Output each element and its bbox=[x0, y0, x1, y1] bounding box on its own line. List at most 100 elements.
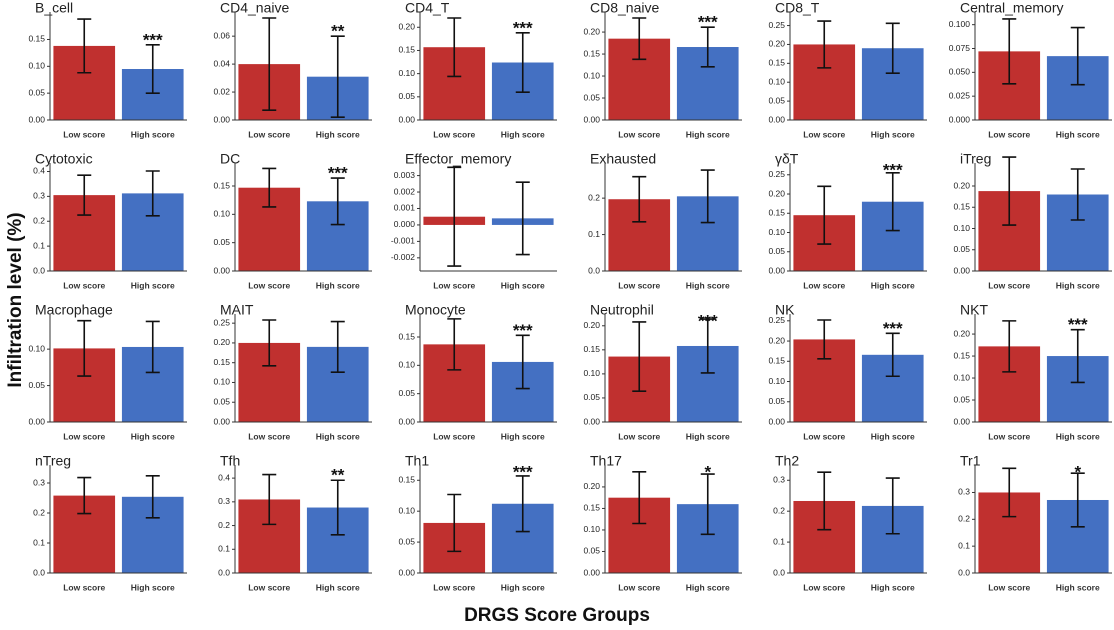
error-bar bbox=[145, 475, 160, 519]
y-tick-label: 0.25 bbox=[768, 20, 785, 30]
y-tick-label: 0.0 bbox=[33, 567, 45, 577]
error-bar bbox=[77, 476, 92, 515]
category-label: Low score bbox=[803, 431, 845, 441]
y-tick-label: 0.00 bbox=[768, 265, 785, 275]
panel-title: Macrophage bbox=[35, 302, 113, 318]
error-bar bbox=[632, 471, 647, 525]
y-tick-label: 0.05 bbox=[768, 396, 785, 406]
y-tick-label: 0.1 bbox=[588, 229, 600, 239]
category-label: High score bbox=[316, 431, 360, 441]
category-label: High score bbox=[131, 431, 175, 441]
y-tick-label: -0.001 bbox=[391, 236, 415, 246]
y-tick-label: 0.15 bbox=[953, 202, 970, 212]
panel-title: DC bbox=[220, 151, 240, 167]
y-tick-label: 0.00 bbox=[213, 265, 230, 275]
error-bar bbox=[447, 493, 462, 553]
category-label: Low score bbox=[433, 280, 475, 290]
y-tick-label: 0.10 bbox=[398, 360, 415, 370]
panel-title: Effector_memory bbox=[405, 151, 511, 167]
category-label: Low score bbox=[63, 431, 105, 441]
error-bar bbox=[885, 477, 900, 535]
error-bar bbox=[1002, 320, 1017, 373]
significance-label: ** bbox=[331, 22, 345, 41]
y-tick-label: 0.10 bbox=[398, 505, 415, 515]
error-bar bbox=[885, 172, 900, 232]
error-bar bbox=[515, 475, 530, 533]
error-bar bbox=[330, 320, 345, 373]
y-tick-label: 0.00 bbox=[768, 114, 785, 124]
category-label: Low score bbox=[618, 129, 660, 139]
category-label: High score bbox=[131, 280, 175, 290]
significance-label: *** bbox=[513, 462, 533, 481]
error-bar bbox=[817, 471, 832, 531]
error-bar bbox=[1070, 26, 1085, 86]
error-bar bbox=[262, 319, 277, 367]
y-axis-label: Infiltration level (%) bbox=[5, 212, 26, 387]
y-tick-label: 0.20 bbox=[768, 188, 785, 198]
significance-label: *** bbox=[883, 160, 903, 179]
y-tick-label: 0.05 bbox=[213, 396, 230, 406]
y-tick-label: 0.05 bbox=[768, 95, 785, 105]
panel-title: CD8_T bbox=[775, 0, 820, 16]
y-tick-label: 0.10 bbox=[768, 376, 785, 386]
category-label: Low score bbox=[988, 431, 1030, 441]
error-bar bbox=[447, 166, 462, 267]
significance-label: * bbox=[704, 462, 711, 481]
significance-label: *** bbox=[513, 321, 533, 340]
y-tick-label: 0.15 bbox=[213, 180, 230, 190]
category-label: Low score bbox=[248, 431, 290, 441]
panel-title: NK bbox=[775, 302, 795, 318]
y-tick-label: 0.05 bbox=[28, 380, 45, 390]
y-tick-label: 0.20 bbox=[768, 335, 785, 345]
category-label: High score bbox=[871, 280, 915, 290]
significance-label: *** bbox=[143, 30, 163, 49]
error-bar bbox=[77, 18, 92, 74]
error-bar bbox=[817, 319, 832, 360]
category-label: Low score bbox=[618, 582, 660, 592]
error-bar bbox=[885, 22, 900, 74]
y-tick-label: 0.10 bbox=[213, 209, 230, 219]
error-bar bbox=[262, 473, 277, 526]
panel-title: Th1 bbox=[405, 453, 429, 469]
error-bar bbox=[700, 169, 715, 224]
category-label: High score bbox=[316, 280, 360, 290]
error-bar bbox=[77, 319, 92, 377]
error-bar bbox=[447, 17, 462, 78]
y-tick-label: 0.001 bbox=[394, 203, 416, 213]
error-bar bbox=[330, 479, 345, 536]
category-label: Low score bbox=[433, 582, 475, 592]
y-tick-label: 0.20 bbox=[213, 337, 230, 347]
category-label: Low score bbox=[248, 280, 290, 290]
y-tick-label: 0.0 bbox=[33, 265, 45, 275]
y-tick-label: 0.3 bbox=[958, 487, 970, 497]
y-tick-label: 0.20 bbox=[583, 320, 600, 330]
panel-title: Th2 bbox=[775, 453, 799, 469]
category-label: High score bbox=[1056, 582, 1100, 592]
error-bar bbox=[515, 181, 530, 256]
y-tick-label: 0.15 bbox=[583, 48, 600, 58]
y-tick-label: 0.15 bbox=[768, 208, 785, 218]
y-tick-label: 0.05 bbox=[28, 87, 45, 97]
y-tick-label: 0.05 bbox=[953, 394, 970, 404]
error-bar bbox=[145, 44, 160, 94]
error-bar bbox=[632, 17, 647, 61]
y-tick-label: 0.15 bbox=[398, 475, 415, 485]
panel-title: Tfh bbox=[220, 453, 240, 469]
category-label: Low score bbox=[433, 129, 475, 139]
panel-title: B_cell bbox=[35, 0, 73, 16]
panel-title: iTreg bbox=[960, 151, 991, 167]
y-tick-label: 0.10 bbox=[953, 223, 970, 233]
y-tick-label: 0.20 bbox=[583, 26, 600, 36]
error-bar bbox=[700, 473, 715, 536]
category-label: High score bbox=[316, 582, 360, 592]
y-tick-label: 0.15 bbox=[953, 350, 970, 360]
y-tick-label: 0.050 bbox=[949, 67, 971, 77]
y-tick-label: 0.3 bbox=[33, 477, 45, 487]
y-tick-label: 0.3 bbox=[33, 191, 45, 201]
category-label: High score bbox=[1056, 280, 1100, 290]
y-tick-label: 0.00 bbox=[398, 114, 415, 124]
category-label: Low score bbox=[63, 280, 105, 290]
y-tick-label: 0.05 bbox=[768, 246, 785, 256]
y-tick-label: 0.1 bbox=[773, 536, 785, 546]
y-tick-label: 0.02 bbox=[213, 86, 230, 96]
